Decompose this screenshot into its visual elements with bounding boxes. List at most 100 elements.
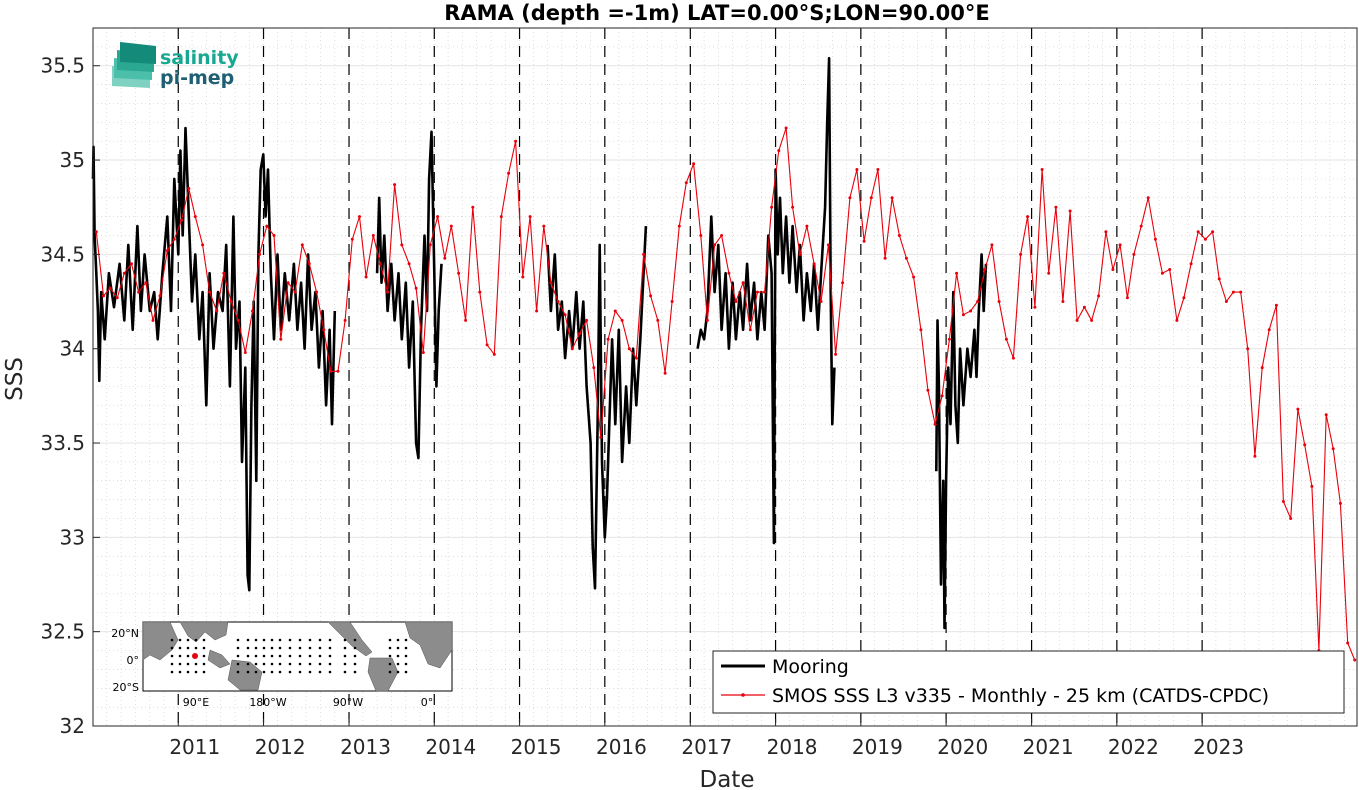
inset-mooring-dot <box>270 638 274 642</box>
smos-point <box>770 205 774 209</box>
inset-mooring-dot <box>254 646 258 650</box>
x-tick-label: 2022 <box>1108 735 1159 759</box>
inset-mooring-dot <box>396 662 400 666</box>
smos-point <box>1324 413 1328 417</box>
inset-mooring-dot <box>194 638 198 642</box>
inset-mooring-dot <box>262 646 266 650</box>
inset-mooring-dot <box>186 638 190 642</box>
inset-mooring-dot <box>308 638 312 642</box>
smos-point <box>343 318 347 322</box>
inset-mooring-dot <box>254 654 258 658</box>
smos-point <box>507 171 511 175</box>
smos-point <box>819 300 823 303</box>
smos-point <box>684 181 688 185</box>
inset-mooring-dot <box>298 670 302 674</box>
smos-point <box>265 224 269 228</box>
smos-point <box>1011 356 1015 360</box>
y-tick-label: 35.5 <box>40 54 85 78</box>
smos-point <box>912 275 916 279</box>
inset-mooring-dot <box>278 638 282 642</box>
y-tick-label: 32 <box>60 714 85 738</box>
smos-point <box>322 328 326 332</box>
smos-point <box>158 294 162 298</box>
x-tick-label: 2020 <box>937 735 988 759</box>
legend-entry-smos: SMOS SSS L3 v335 - Monthly - 25 km (CATD… <box>772 685 1269 707</box>
smos-point <box>705 318 709 322</box>
inset-mooring-dot <box>328 670 332 674</box>
smos-point <box>236 318 240 322</box>
smos-point <box>613 309 617 313</box>
inset-mooring-dot <box>404 670 408 674</box>
smos-point <box>692 162 696 166</box>
inset-mooring-dot <box>170 646 174 650</box>
legend-entry-mooring: Mooring <box>772 656 849 678</box>
inset-mooring-dot <box>194 662 198 666</box>
smos-point <box>329 369 333 373</box>
inset-mooring-dot <box>308 646 312 650</box>
minor-grid <box>93 28 1357 726</box>
smos-point <box>699 234 703 237</box>
inset-mooring-dot <box>170 662 174 666</box>
smos-point <box>755 290 759 294</box>
mooring-line-segment <box>935 253 988 630</box>
smos-point <box>102 294 105 298</box>
logo-line1: salinity <box>160 47 239 69</box>
smos-point <box>358 215 361 219</box>
smos-point <box>393 183 397 187</box>
smos-point <box>115 296 119 300</box>
smos-point <box>1303 443 1307 447</box>
inset-mooring-dot <box>404 654 408 658</box>
inset-mooring-dot <box>298 654 302 658</box>
inset-mooring-dot <box>343 670 347 674</box>
inset-mooring-dot <box>170 654 174 658</box>
smos-point <box>364 275 368 279</box>
inset-lon-label: 0° <box>421 696 434 709</box>
inset-mooring-dot <box>353 654 357 658</box>
inset-mooring-dot <box>194 670 198 674</box>
x-tick-label: 2014 <box>425 735 476 759</box>
smos-point <box>862 239 866 243</box>
inset-mooring-dot <box>246 646 250 650</box>
inset-mooring-dot <box>343 654 347 658</box>
inset-mooring-dot <box>202 662 206 666</box>
inset-mooring-dot <box>353 646 357 650</box>
inset-mooring-dot <box>236 646 240 650</box>
smos-point <box>165 249 169 253</box>
smos-line <box>95 127 1356 661</box>
inset-mooring-dot <box>318 646 322 650</box>
smos-point <box>1146 196 1150 200</box>
inset-lat-label: 20°S <box>113 681 139 694</box>
smos-point <box>471 205 475 209</box>
smos-point <box>542 224 546 228</box>
y-tick-label: 35 <box>60 148 85 172</box>
smos-point <box>371 234 375 237</box>
x-tick-label: 2015 <box>511 735 562 759</box>
inset-mooring-dot <box>328 638 332 642</box>
inset-mooring-dot <box>308 662 312 666</box>
smos-point <box>251 309 254 313</box>
smos-point <box>748 328 752 332</box>
inset-mooring-dot <box>388 638 392 642</box>
smos-point <box>180 218 183 222</box>
inset-mooring-dot <box>388 662 392 666</box>
smos-point <box>1346 641 1350 645</box>
inset-mooring-dot <box>288 646 292 650</box>
smos-point <box>1132 252 1136 256</box>
smos-point <box>876 168 880 171</box>
y-tick-label: 34 <box>60 337 85 361</box>
smos-point <box>279 337 283 341</box>
inset-mooring-dot <box>353 670 357 674</box>
smos-point <box>919 328 923 332</box>
smos-point <box>1224 300 1228 303</box>
smos-point <box>151 318 155 322</box>
smos-point <box>805 224 809 228</box>
y-axis-label: SSS <box>2 357 28 401</box>
inset-mooring-dot <box>236 638 240 642</box>
inset-lon-label: 180°W <box>249 696 286 709</box>
smos-point <box>229 300 233 303</box>
smos-point <box>293 290 297 294</box>
plot-area: 32 32.5 33 33.5 34 34.5 35 35.5 2011 2012 2013 2014… <box>40 27 1358 759</box>
inset-mooring-dot <box>254 670 258 674</box>
inset-mooring-dot <box>288 654 292 658</box>
